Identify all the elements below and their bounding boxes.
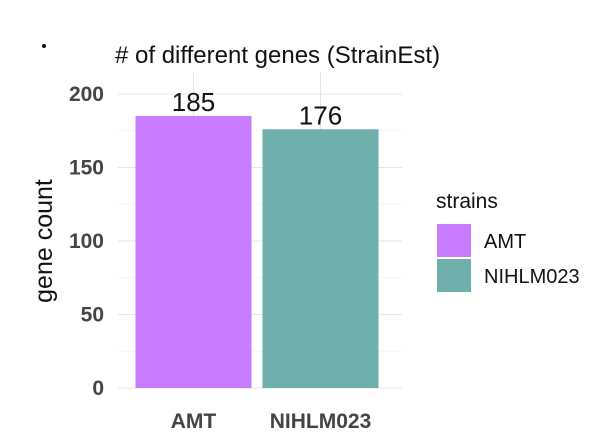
legend-entries: AMT NIHLM023 [437, 224, 580, 292]
data-label-nihlm023: 176 [299, 100, 342, 130]
data-labels: 185 176 [172, 87, 342, 130]
y-tick-label: 200 [69, 83, 104, 106]
y-tick-label: 100 [69, 230, 104, 253]
legend-swatch-nihlm023 [437, 259, 471, 292]
y-axis-label: gene count [30, 179, 58, 303]
bar-amt [135, 116, 252, 389]
y-tick-label: 150 [69, 157, 104, 180]
legend-label-amt: AMT [484, 231, 526, 253]
bars [135, 116, 379, 389]
x-tick-label: AMT [171, 410, 217, 432]
legend-label-nihlm023: NIHLM023 [484, 266, 580, 288]
legend: strains AMT NIHLM023 [436, 190, 580, 292]
bar-nihlm023 [262, 129, 379, 388]
x-tick-label: NIHLM023 [270, 410, 372, 432]
y-tick-label: 0 [92, 377, 104, 400]
chart-title: # of different genes (StrainEst) [115, 42, 440, 69]
y-tick-label: 50 [81, 304, 104, 327]
stray-dot [42, 44, 46, 48]
x-axis-ticks: AMT NIHLM023 [171, 410, 372, 432]
legend-swatch-amt [437, 224, 471, 257]
y-axis-ticks: 0 50 100 150 200 [69, 83, 104, 400]
legend-title: strains [436, 190, 498, 213]
data-label-amt: 185 [172, 87, 215, 117]
